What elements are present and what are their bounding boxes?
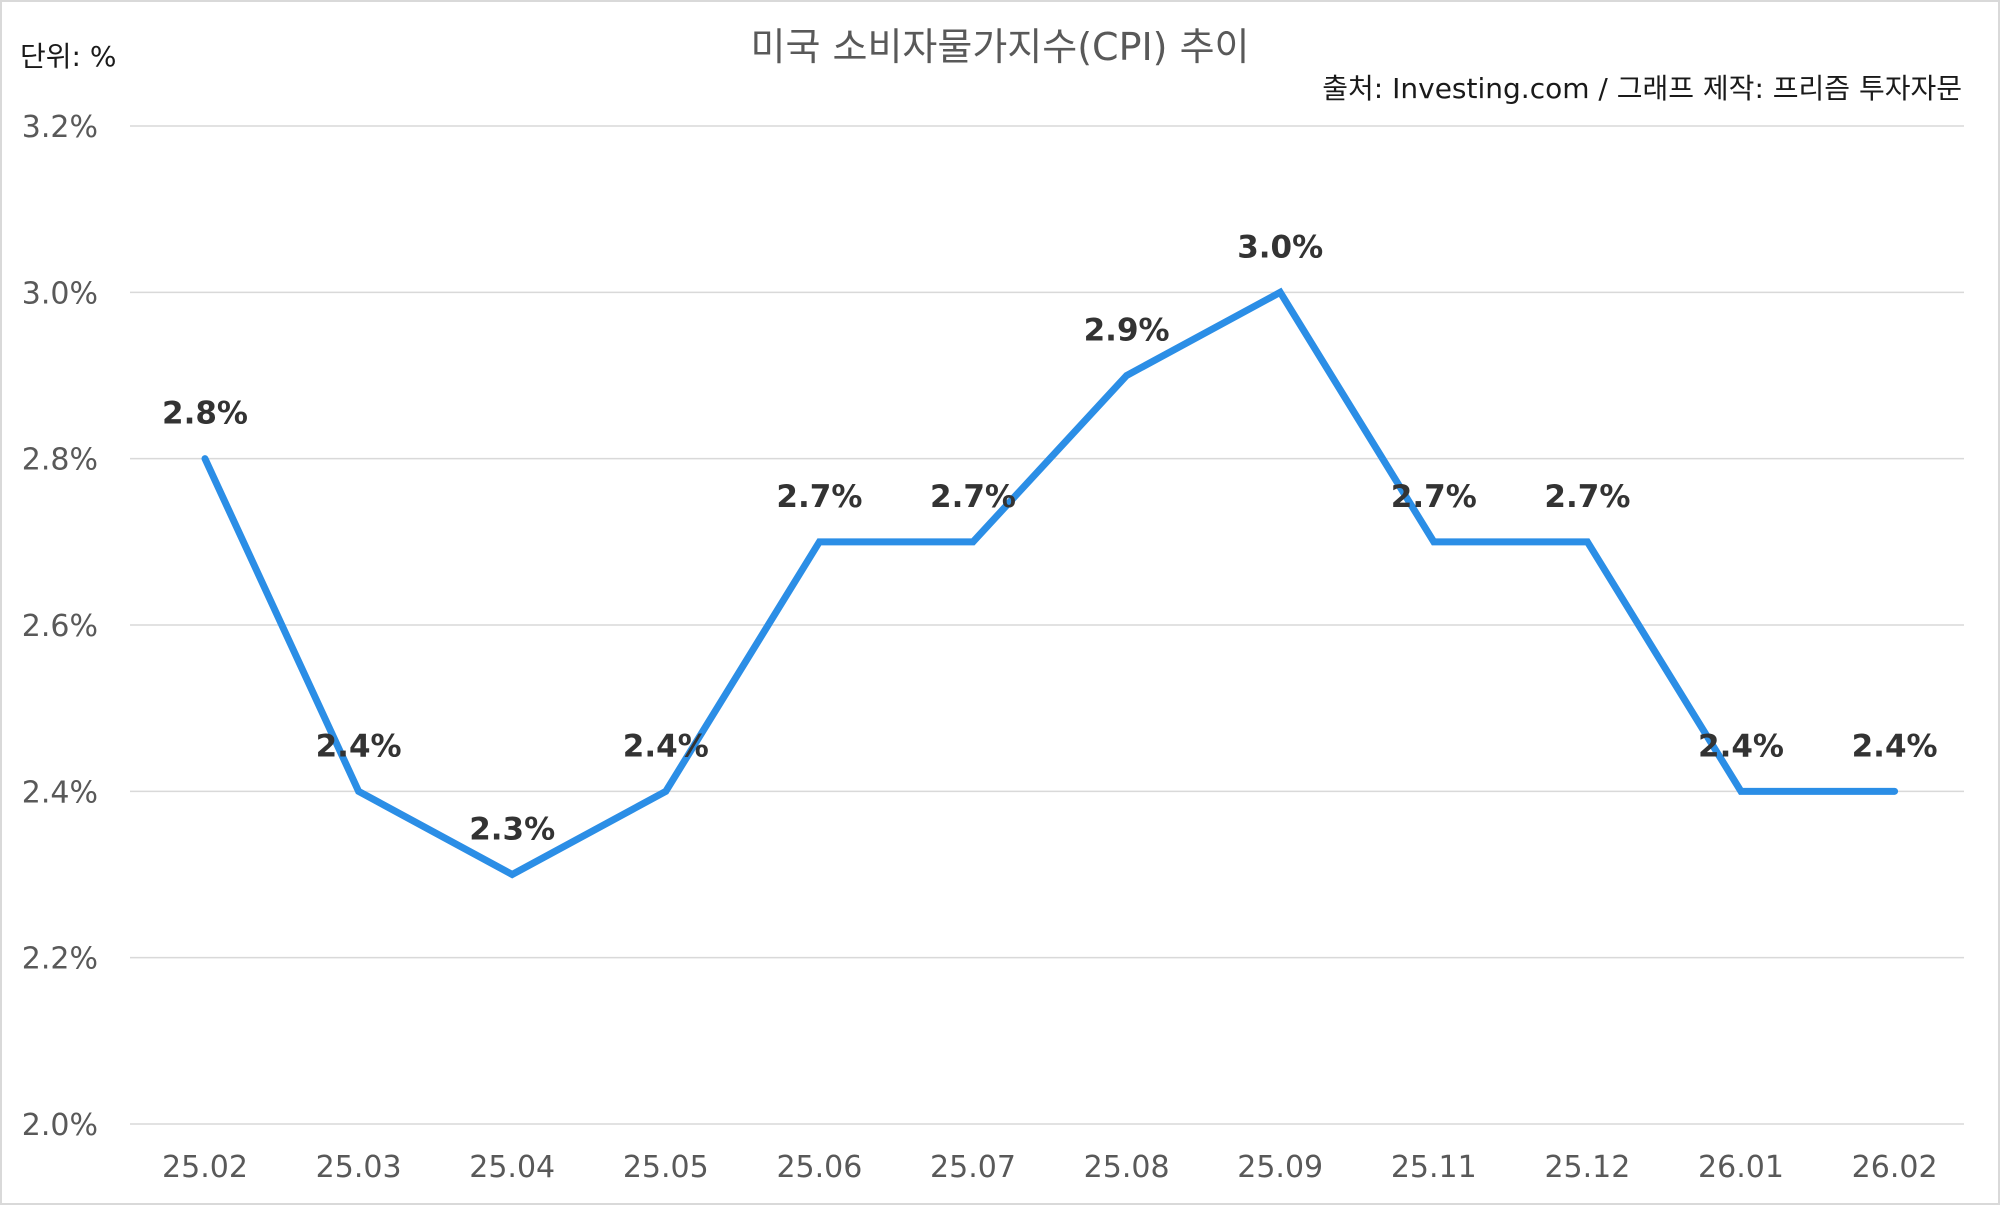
data-label: 2.7% xyxy=(1544,479,1630,515)
series-layer xyxy=(201,287,1899,879)
y-tick-label: 2.2% xyxy=(22,942,98,977)
data-label: 2.4% xyxy=(316,728,402,764)
x-tick-label: 25.11 xyxy=(1391,1150,1477,1185)
gridlines xyxy=(130,125,1964,1125)
data-label: 2.4% xyxy=(1852,728,1938,764)
source-label: 출처: Investing.com / 그래프 제작: 프리즘 투자자문 xyxy=(1322,72,1962,105)
x-tick-label: 26.02 xyxy=(1852,1150,1938,1185)
data-label: 2.3% xyxy=(469,812,555,848)
y-tick-label: 2.8% xyxy=(22,443,98,478)
data-labels: 2.8% 2.4% 2.3% 2.4% 2.7% 2.7% 2.9% 3.0% 2.7% 2.7%… xyxy=(162,229,1938,847)
x-tick-label: 25.06 xyxy=(776,1150,862,1185)
y-axis-ticks: 2.0% 2.2% 2.4% 2.6% 2.8% 3.0% 3.2% xyxy=(22,110,98,1143)
series-line xyxy=(201,287,1899,879)
x-tick-label: 25.08 xyxy=(1084,1150,1170,1185)
x-tick-label: 25.02 xyxy=(162,1150,248,1185)
y-tick-label: 3.2% xyxy=(22,110,98,145)
data-label: 3.0% xyxy=(1237,229,1323,265)
x-tick-label: 25.09 xyxy=(1237,1150,1323,1185)
x-tick-label: 25.07 xyxy=(930,1150,1016,1185)
data-label: 2.8% xyxy=(162,396,248,432)
x-tick-label: 25.03 xyxy=(316,1150,402,1185)
data-label: 2.4% xyxy=(1698,728,1784,764)
y-tick-label: 2.6% xyxy=(22,609,98,644)
x-tick-label: 25.12 xyxy=(1544,1150,1630,1185)
x-tick-label: 25.05 xyxy=(623,1150,709,1185)
y-tick-label: 2.0% xyxy=(22,1108,98,1143)
y-tick-label: 2.4% xyxy=(22,775,98,810)
data-label: 2.7% xyxy=(1391,479,1477,515)
data-label: 2.7% xyxy=(776,479,862,515)
data-label: 2.9% xyxy=(1084,313,1170,349)
x-axis-ticks: 25.02 25.03 25.04 25.05 25.06 25.07 25.08 25.09… xyxy=(162,1150,1937,1185)
data-label: 2.4% xyxy=(623,728,709,764)
chart-title: 미국 소비자물가지수(CPI) 추이 xyxy=(750,25,1249,69)
x-tick-label: 25.04 xyxy=(469,1150,555,1185)
x-tick-label: 26.01 xyxy=(1698,1150,1784,1185)
data-label: 2.7% xyxy=(930,479,1016,515)
unit-label: 단위: % xyxy=(20,40,116,73)
y-tick-label: 3.0% xyxy=(22,276,98,311)
